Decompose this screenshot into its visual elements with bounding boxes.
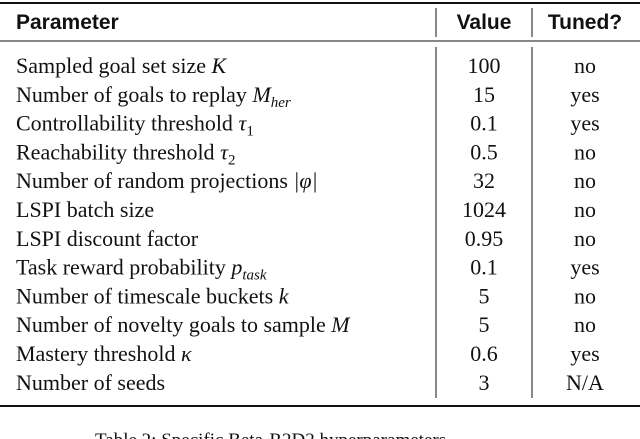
parameter-subscript: 1 <box>246 124 254 140</box>
tuned-cell: yes <box>570 82 599 107</box>
parameter-cell: Sampled goal set size K <box>16 53 228 78</box>
value-cell: 1024 <box>462 197 506 222</box>
parameter-symbol: κ <box>181 341 192 366</box>
tuned-cell: no <box>574 168 596 193</box>
header-cell: Value <box>457 11 512 34</box>
parameter-cell: Number of random projections |φ| <box>16 168 318 193</box>
parameter-symbol: |φ| <box>293 168 317 193</box>
parameter-text: Number of seeds <box>16 370 165 395</box>
parameter-text: LSPI discount factor <box>16 226 199 251</box>
parameter-cell: Reachability threshold τ2 <box>16 139 235 168</box>
parameter-cell: Controllability threshold τ1 <box>16 111 254 140</box>
parameter-text: Mastery threshold <box>16 341 175 366</box>
parameter-symbol: M <box>251 82 272 107</box>
tuned-cell: N/A <box>566 370 604 395</box>
parameter-cell: Number of novelty goals to sample M <box>16 312 351 337</box>
tuned-cell: no <box>574 139 596 164</box>
value-cell: 0.5 <box>470 139 498 164</box>
parameter-text: Number of timescale buckets <box>16 283 273 308</box>
parameter-text: Number of random projections <box>16 168 288 193</box>
tuned-cell: no <box>574 226 596 251</box>
value-cell: 0.6 <box>470 341 498 366</box>
parameter-symbol: K <box>211 53 228 78</box>
header-cell: Parameter <box>16 11 119 34</box>
parameter-subscript: her <box>271 95 291 111</box>
parameter-symbol: τ <box>238 111 247 136</box>
parameter-subscript: task <box>242 268 267 284</box>
parameter-text: Number of novelty goals to sample <box>16 312 326 337</box>
parameter-text: Number of goals to replay <box>16 82 247 107</box>
value-cell: 32 <box>473 168 495 193</box>
parameter-cell: LSPI discount factor <box>16 226 199 251</box>
parameter-cell: Task reward probability ptask <box>16 255 267 284</box>
parameter-symbol: M <box>330 312 351 337</box>
parameter-cell: Number of goals to replay Mher <box>16 82 291 111</box>
caption: Table 2: Specific Beta-R2D2 hyperparamet… <box>95 430 446 439</box>
value-cell: 3 <box>479 370 490 395</box>
header-cell: Tuned? <box>548 11 622 34</box>
parameter-text: LSPI batch size <box>16 197 154 222</box>
parameter-text: Task reward probability <box>16 255 226 280</box>
parameter-text: Controllability threshold <box>16 111 233 136</box>
parameter-text: Sampled goal set size <box>16 53 206 78</box>
parameter-symbol: τ <box>220 139 229 164</box>
parameter-subscript: 2 <box>228 152 236 168</box>
parameter-cell: Number of seeds <box>16 370 165 395</box>
tuned-cell: no <box>574 53 596 78</box>
tuned-cell: yes <box>570 111 599 136</box>
tuned-cell: yes <box>570 341 599 366</box>
parameter-cell: Mastery threshold κ <box>16 341 192 366</box>
tuned-cell: no <box>574 197 596 222</box>
parameter-symbol: k <box>279 283 290 308</box>
tuned-cell: no <box>574 283 596 308</box>
parameter-text: Reachability threshold <box>16 139 215 164</box>
value-cell: 0.1 <box>470 255 498 280</box>
value-cell: 0.95 <box>465 226 504 251</box>
value-cell: 100 <box>468 53 501 78</box>
value-cell: 5 <box>479 312 490 337</box>
parameter-symbol: p <box>229 255 242 280</box>
value-cell: 5 <box>479 283 490 308</box>
value-cell: 0.1 <box>470 111 498 136</box>
tuned-cell: no <box>574 312 596 337</box>
tuned-cell: yes <box>570 255 599 280</box>
parameter-cell: LSPI batch size <box>16 197 154 222</box>
parameter-cell: Number of timescale buckets k <box>16 283 290 308</box>
value-cell: 15 <box>473 82 495 107</box>
